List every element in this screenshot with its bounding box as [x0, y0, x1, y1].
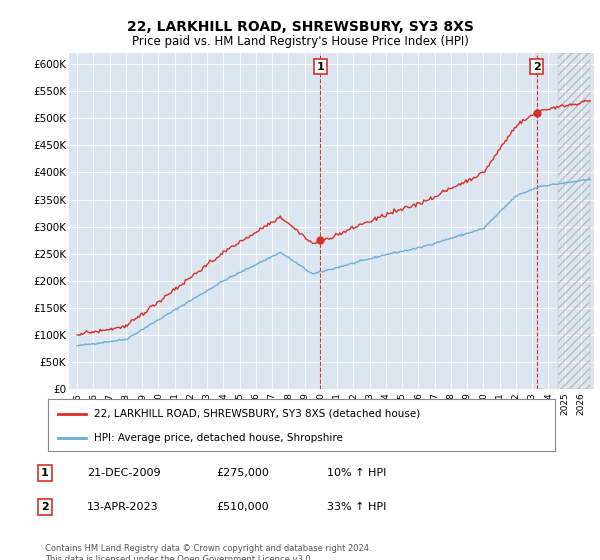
- Text: Contains HM Land Registry data © Crown copyright and database right 2024.
This d: Contains HM Land Registry data © Crown c…: [45, 544, 371, 560]
- Text: 22, LARKHILL ROAD, SHREWSBURY, SY3 8XS: 22, LARKHILL ROAD, SHREWSBURY, SY3 8XS: [127, 20, 473, 34]
- Text: 2: 2: [533, 62, 541, 72]
- Text: Price paid vs. HM Land Registry's House Price Index (HPI): Price paid vs. HM Land Registry's House …: [131, 35, 469, 48]
- Text: 2: 2: [41, 502, 49, 512]
- Text: HPI: Average price, detached house, Shropshire: HPI: Average price, detached house, Shro…: [94, 433, 343, 443]
- Text: £275,000: £275,000: [216, 468, 269, 478]
- Text: 1: 1: [317, 62, 325, 72]
- Text: 33% ↑ HPI: 33% ↑ HPI: [327, 502, 386, 512]
- Text: 1: 1: [41, 468, 49, 478]
- Text: 21-DEC-2009: 21-DEC-2009: [87, 468, 161, 478]
- Text: 13-APR-2023: 13-APR-2023: [87, 502, 158, 512]
- Text: £510,000: £510,000: [216, 502, 269, 512]
- Text: 22, LARKHILL ROAD, SHREWSBURY, SY3 8XS (detached house): 22, LARKHILL ROAD, SHREWSBURY, SY3 8XS (…: [94, 409, 420, 419]
- Text: 10% ↑ HPI: 10% ↑ HPI: [327, 468, 386, 478]
